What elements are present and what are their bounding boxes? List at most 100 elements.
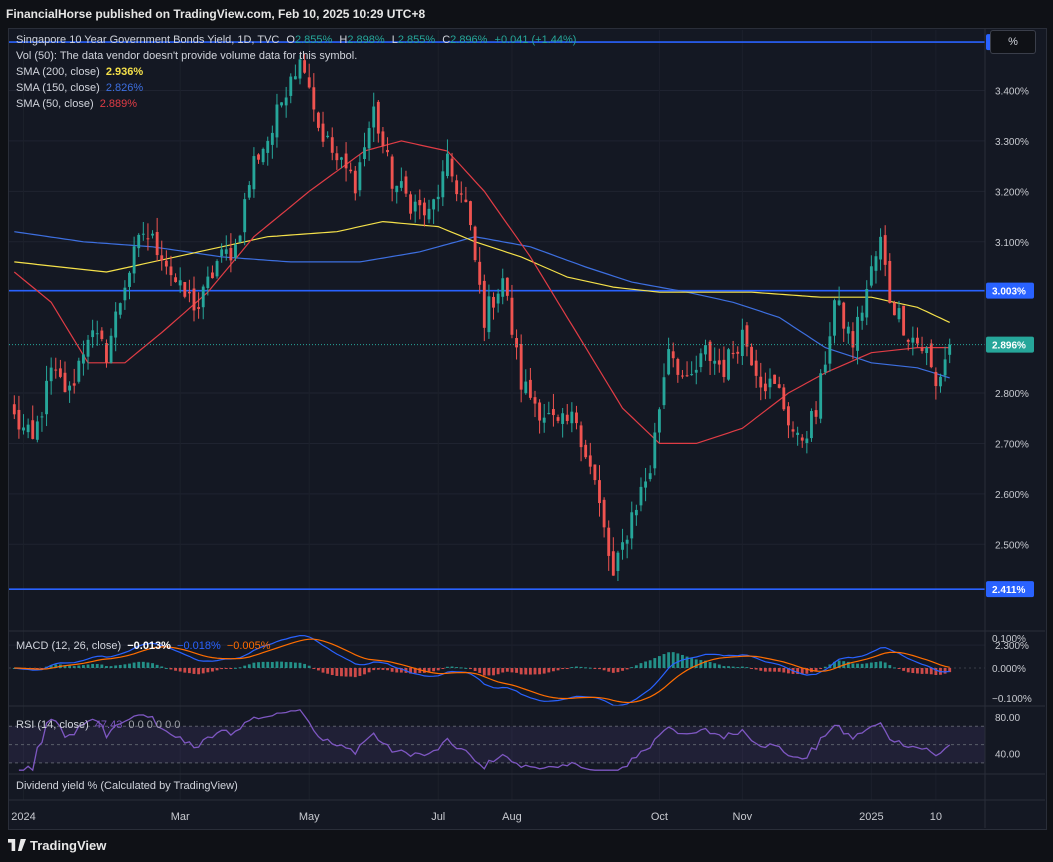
candle-body <box>26 424 30 433</box>
candle-body <box>837 300 841 305</box>
macd-hist-bar <box>616 668 620 673</box>
candle-body <box>621 542 624 550</box>
macd-hist-bar <box>215 668 219 671</box>
macd-hist-bar <box>657 656 661 668</box>
candle-body <box>759 376 763 388</box>
candle-body <box>307 77 311 88</box>
candle-body <box>828 336 832 364</box>
candle-body <box>49 367 53 382</box>
macd-hist-bar <box>676 653 680 668</box>
macd-hist-bar <box>575 666 578 668</box>
macd-hist-bar <box>708 662 712 668</box>
candle-body <box>773 374 777 384</box>
candle-body <box>335 153 339 161</box>
x-tick-label: Nov <box>733 811 753 823</box>
macd-hist-bar <box>681 654 684 668</box>
macd-signal-value: −0.005% <box>226 640 271 652</box>
candle-body <box>128 272 131 287</box>
macd-hist-bar <box>823 666 827 668</box>
candle-body <box>671 351 675 359</box>
macd-hist-bar <box>141 661 145 668</box>
macd-hist-bar <box>275 661 279 668</box>
candle-body <box>12 404 16 415</box>
macd-hist-bar <box>598 668 601 670</box>
candle-body <box>192 288 196 311</box>
candle-body <box>473 226 477 261</box>
macd-hist-bar <box>551 668 555 672</box>
candle-body <box>727 349 730 380</box>
candle-body <box>929 343 933 368</box>
candle-body <box>353 170 357 194</box>
candle-body <box>386 149 389 153</box>
macd-hist-bar <box>768 668 772 672</box>
candle-body <box>413 201 417 212</box>
macd-hist-bar <box>413 668 417 674</box>
candle-body <box>100 330 104 339</box>
candle-body <box>860 312 864 321</box>
macd-hist-bar <box>155 664 159 668</box>
macd-hist-bar <box>860 663 864 668</box>
sma50-legend: SMA (50, close) 2.889% <box>16 98 137 110</box>
candle-body <box>455 180 459 195</box>
candle-body <box>243 199 247 233</box>
macd-hist-bar <box>934 668 938 675</box>
macd-signal-line <box>14 638 950 704</box>
candle-body <box>418 200 422 206</box>
macd-hist-bar <box>238 667 242 669</box>
rsi-y-tick: 40.00 <box>995 750 1020 761</box>
macd-hist-bar <box>436 668 440 671</box>
macd-hist-bar <box>459 667 463 669</box>
candle-body <box>123 287 127 301</box>
candle-body <box>565 414 569 421</box>
macd-label: MACD (12, 26, close) <box>16 640 122 652</box>
macd-hist-bar <box>72 666 76 668</box>
macd-hist-bar <box>722 666 726 668</box>
macd-hist-bar <box>68 665 72 668</box>
macd-hist-bar <box>206 668 210 673</box>
candle-body <box>289 76 293 96</box>
macd-hist-bar <box>40 668 44 669</box>
candle-body <box>482 280 486 328</box>
macd-hist-bar <box>344 668 348 677</box>
macd-y-tick: −0.100% <box>992 694 1032 705</box>
published-header: FinancialHorse published on TradingView.… <box>0 0 1053 28</box>
percent-scale-button[interactable]: % <box>990 30 1036 54</box>
candle-body <box>676 358 680 375</box>
candle-body <box>611 551 615 576</box>
sma50-value: 2.889% <box>99 98 138 110</box>
candle-body <box>704 345 707 355</box>
tradingview-logo[interactable]: TradingView <box>8 838 106 853</box>
macd-hist-bar <box>303 663 307 668</box>
candle-body <box>404 176 408 194</box>
candle-body <box>257 154 260 160</box>
macd-hist-bar <box>869 662 873 668</box>
candle-body <box>856 316 859 351</box>
candle-body <box>432 199 436 210</box>
level-label: 2.411% <box>992 585 1025 596</box>
macd-hist-bar <box>257 662 260 668</box>
moving-averages <box>13 140 950 444</box>
sma150-label: SMA (150, close) <box>16 82 100 94</box>
candle-body <box>478 261 482 285</box>
macd-hist-bar <box>482 668 486 676</box>
candle-body <box>528 379 532 398</box>
price-axis: 3.400% 3.300% 3.200% 3.100% 2.800% 2.700% 2.60… <box>995 87 1029 653</box>
macd-hist-bar <box>312 668 316 669</box>
candle-body <box>584 444 588 458</box>
candle-body <box>174 277 178 282</box>
macd-hist-bar <box>63 665 67 668</box>
candle-body <box>487 296 491 333</box>
macd-hist-bar <box>851 663 855 668</box>
macd-hist-bar <box>602 668 606 671</box>
macd-hist-bar <box>533 668 537 675</box>
candle-body <box>197 307 201 309</box>
candle-body <box>911 337 915 343</box>
macd-hist-bar <box>252 662 256 668</box>
y-tick-label: 2.800% <box>995 389 1029 400</box>
change-value: +0.041 (+1.44%) <box>494 34 577 46</box>
macd-hist-bar <box>505 668 509 672</box>
sma150-value: 2.826% <box>105 82 144 94</box>
candle-body <box>791 429 795 432</box>
candle-body <box>91 330 95 338</box>
